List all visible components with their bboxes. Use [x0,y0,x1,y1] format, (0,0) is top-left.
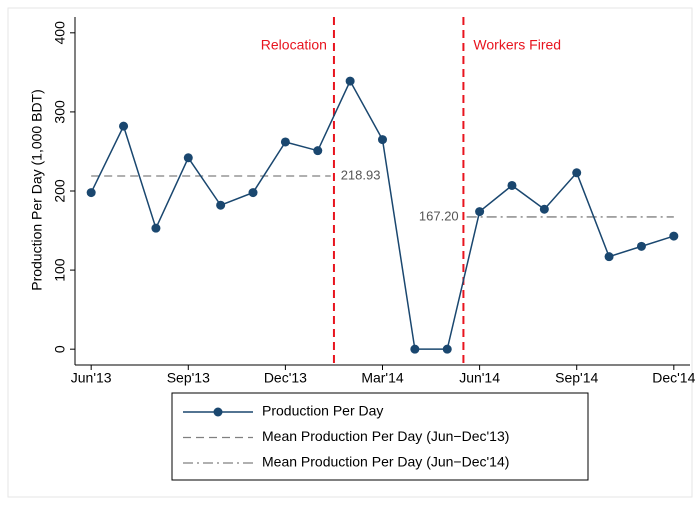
x-tick-label: Dec'14 [652,370,695,386]
point [507,180,517,190]
point [410,344,420,354]
point [669,231,679,241]
mean-label: 218.93 [341,167,381,182]
point [86,188,96,198]
point [345,76,355,86]
point [151,223,161,233]
point [539,204,549,214]
y-tick-label: 0 [52,345,68,353]
legend-label: Mean Production Per Day (Jun−Dec'13) [262,428,509,444]
point [248,188,258,198]
point [442,344,452,354]
point [572,168,582,178]
event-label: Workers Fired [473,37,561,53]
point [475,207,485,217]
point [119,121,129,131]
point [604,252,614,262]
point [183,153,193,163]
mean-label: 167.20 [419,208,459,223]
x-tick-label: Jun'14 [459,370,500,386]
point [378,135,387,145]
legend-label: Mean Production Per Day (Jun−Dec'14) [262,454,509,470]
y-axis-title: Production Per Day (1,000 BDT) [29,89,45,291]
event-label: Relocation [261,37,327,53]
point [280,137,290,147]
x-tick-label: Sep'14 [555,370,598,386]
point [636,241,646,251]
x-tick-label: Sep'13 [167,370,210,386]
y-tick-label: 100 [52,258,68,282]
x-tick-label: Mar'14 [361,370,404,386]
y-tick-label: 200 [52,179,68,203]
legend-box [171,392,589,481]
x-tick-label: Dec'13 [264,370,307,386]
y-tick-label: 300 [52,100,68,124]
legend-marker [213,407,223,417]
point [216,200,226,210]
legend-label: Production Per Day [262,403,383,419]
point [313,146,323,156]
x-tick-label: Jun'13 [71,370,112,386]
y-tick-label: 400 [52,21,68,45]
